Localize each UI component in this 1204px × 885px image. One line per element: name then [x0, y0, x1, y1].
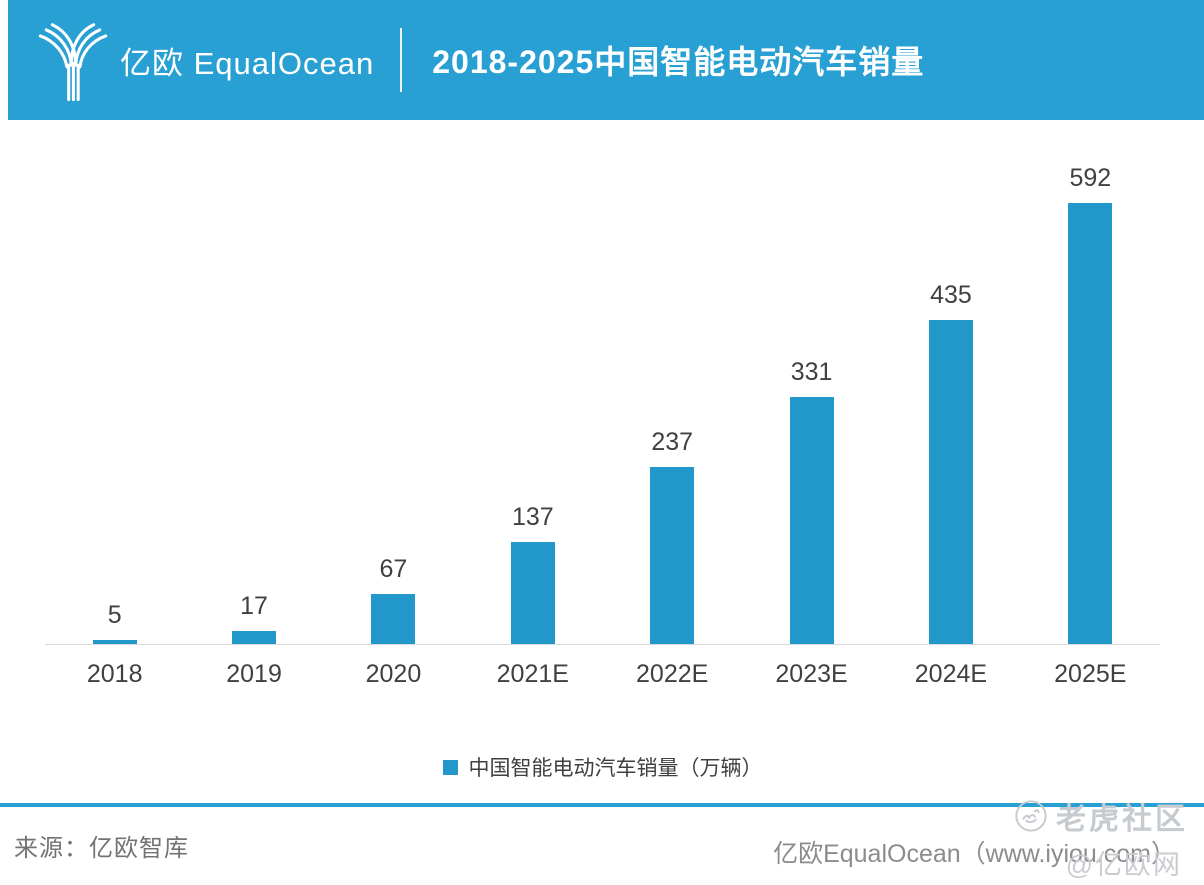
x-axis-label-2019: 2019: [226, 660, 282, 688]
footer-site-text: 亿欧EqualOcean（www.iyiou.com）: [773, 840, 1176, 868]
header-divider: [400, 28, 403, 92]
bar-value-label: 592: [1069, 164, 1112, 192]
bar-2025E: [1068, 203, 1113, 644]
bar-column-2024E: 435: [881, 155, 1020, 644]
bar-2022E: [650, 467, 695, 644]
bar-value-label: 435: [930, 281, 972, 309]
x-axis-label-2021E: 2021E: [496, 660, 569, 688]
bar-value-label: 137: [511, 503, 554, 531]
x-axis-label-2018: 2018: [86, 660, 143, 688]
header-banner: 亿欧 EqualOcean 2018-2025中国智能电动汽车销量: [8, 0, 1204, 120]
x-axis-label-2022E: 2022E: [636, 660, 709, 688]
chart-legend: 中国智能电动汽车销量（万辆）: [45, 752, 1160, 782]
bar-2018: [92, 640, 137, 644]
bar-2024E: [928, 320, 973, 644]
bar-2021E: [510, 542, 555, 644]
bar-value-label: 331: [790, 358, 833, 386]
equalocean-logo-icon: [38, 23, 108, 102]
bar-column-2022E: 237: [603, 155, 742, 644]
x-axis-labels: 2018 2019 2020 2021E 2022E 2023E 2024E 2025E: [45, 660, 1160, 689]
page-title: 2018-2025中国智能电动汽车销量: [432, 44, 925, 80]
logo-wordmark: 亿欧 EqualOcean: [120, 45, 375, 81]
footer-source-text: 来源：亿欧智库: [14, 835, 189, 862]
legend-label: 中国智能电动汽车销量（万辆）: [468, 757, 763, 780]
bar-column-2025E: 592: [1021, 155, 1160, 644]
bar-value-label: 17: [240, 592, 268, 620]
bar-value-label: 237: [651, 428, 694, 456]
bar-column-2023E: 331: [742, 155, 881, 644]
bar-2020: [371, 594, 416, 644]
bar-column-2021E: 137: [463, 155, 602, 644]
bar-2023E: [789, 397, 834, 644]
bar-chart-plot: 5 17 67 137 237 331 435 592: [45, 155, 1160, 645]
bar-column-2019: 17: [184, 155, 323, 644]
x-axis-label-2020: 2020: [365, 660, 422, 688]
bar-column-2018: 5: [45, 155, 184, 644]
legend-swatch: [442, 759, 458, 775]
x-axis-label-2024E: 2024E: [914, 660, 988, 688]
bar-2019: [232, 631, 277, 644]
footer-divider-line: [0, 803, 1204, 807]
bar-value-label: 67: [379, 555, 408, 583]
watermark-community-label: 老虎社区: [1056, 803, 1188, 836]
bar-column-2020: 67: [324, 155, 463, 644]
watermark-tiger-community: 老虎社区: [1014, 794, 1188, 838]
x-axis-label-2023E: 2023E: [775, 660, 848, 688]
bar-value-label: 5: [107, 601, 122, 629]
x-axis-label-2025E: 2025E: [1054, 660, 1127, 688]
